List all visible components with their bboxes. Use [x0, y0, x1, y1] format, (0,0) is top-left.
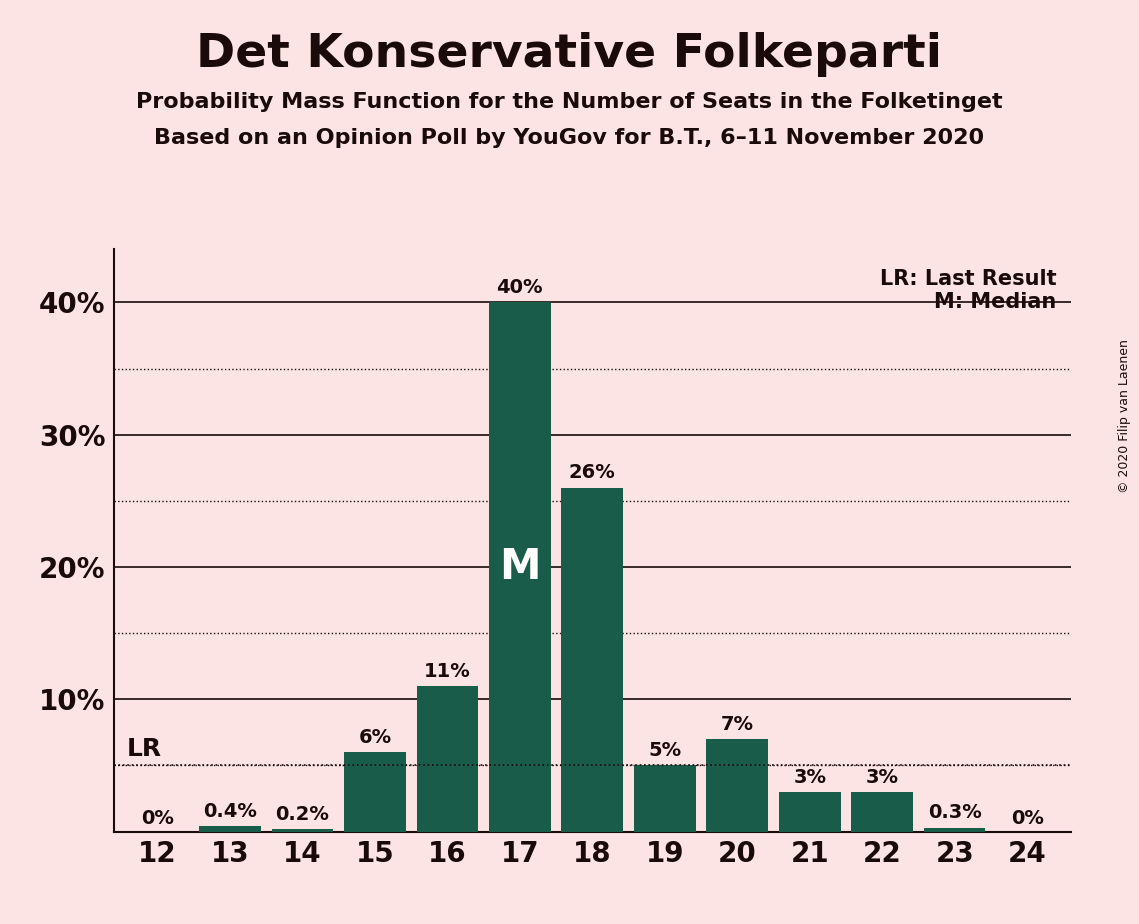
Text: 3%: 3%	[793, 768, 826, 786]
Bar	[634, 765, 696, 832]
Bar	[924, 828, 985, 832]
Bar	[344, 752, 405, 832]
Bar	[417, 686, 478, 832]
Text: 6%: 6%	[359, 728, 392, 747]
Text: M: Median: M: Median	[934, 292, 1056, 311]
Text: 0.3%: 0.3%	[928, 803, 982, 822]
Bar	[562, 488, 623, 832]
Bar	[271, 829, 333, 832]
Text: 26%: 26%	[568, 463, 616, 482]
Text: 3%: 3%	[866, 768, 899, 786]
Text: 40%: 40%	[497, 278, 543, 298]
Text: 11%: 11%	[424, 662, 470, 681]
Bar	[199, 826, 261, 832]
Text: 5%: 5%	[648, 741, 681, 760]
Bar	[489, 302, 550, 832]
Text: 0.4%: 0.4%	[203, 802, 256, 821]
Text: © 2020 Filip van Laenen: © 2020 Filip van Laenen	[1117, 339, 1131, 492]
Text: Det Konservative Folkeparti: Det Konservative Folkeparti	[197, 32, 942, 78]
Text: LR: LR	[126, 737, 162, 761]
Text: 0%: 0%	[141, 808, 174, 828]
Text: Probability Mass Function for the Number of Seats in the Folketinget: Probability Mass Function for the Number…	[137, 92, 1002, 113]
Text: 0%: 0%	[1010, 808, 1043, 828]
Text: M: M	[499, 546, 541, 588]
Bar	[706, 739, 768, 832]
Text: 0.2%: 0.2%	[276, 805, 329, 823]
Text: Based on an Opinion Poll by YouGov for B.T., 6–11 November 2020: Based on an Opinion Poll by YouGov for B…	[155, 128, 984, 148]
Bar	[851, 792, 913, 832]
Text: LR: Last Result: LR: Last Result	[879, 269, 1056, 289]
Text: 7%: 7%	[721, 714, 754, 734]
Bar	[779, 792, 841, 832]
